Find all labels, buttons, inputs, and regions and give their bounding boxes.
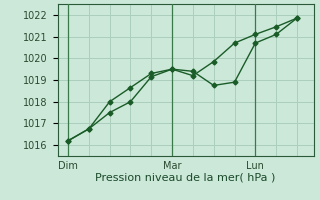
X-axis label: Pression niveau de la mer( hPa ): Pression niveau de la mer( hPa ) [95,172,276,182]
